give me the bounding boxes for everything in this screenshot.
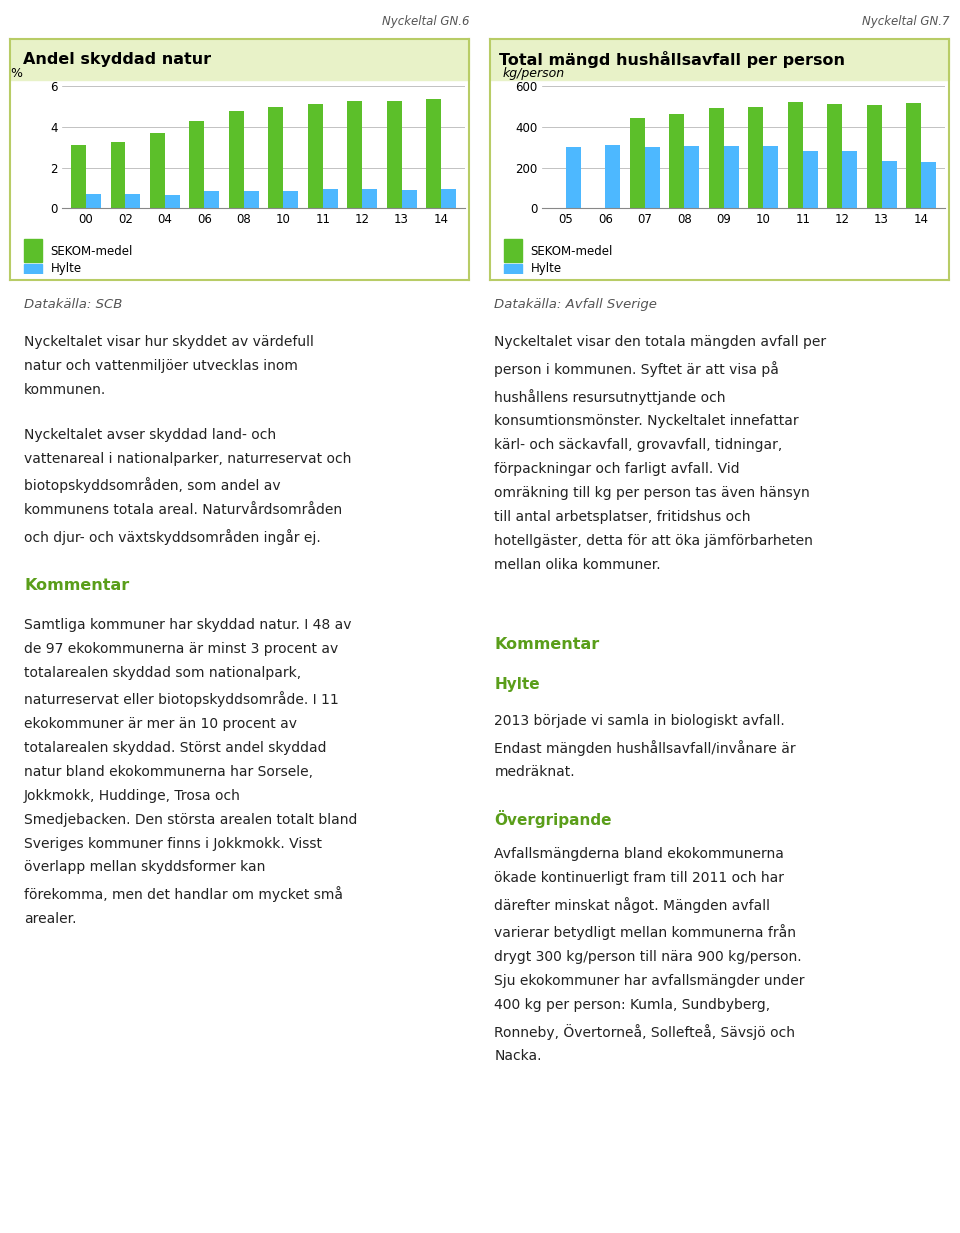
Bar (268, 107, 283, 208)
Text: 2013 började vi samla in biologiskt avfall.
Endast mängden hushållsavfall/invåna: 2013 började vi samla in biologiskt avfa… (494, 714, 796, 779)
Bar (441, 189, 456, 208)
Bar (323, 189, 338, 208)
Text: Datakälla: Avfall Sverige: Datakälla: Avfall Sverige (494, 298, 658, 312)
Bar (308, 104, 323, 208)
Text: Hylte: Hylte (531, 263, 562, 275)
Text: Nyckeltal GN.6: Nyckeltal GN.6 (382, 15, 469, 28)
Bar (748, 107, 763, 208)
Bar (684, 147, 699, 208)
Bar (724, 147, 739, 208)
Bar (645, 147, 660, 208)
Bar (283, 191, 299, 208)
Text: Övergripande: Övergripande (494, 810, 612, 829)
Bar (606, 145, 620, 208)
Bar (362, 189, 377, 208)
Bar (708, 107, 724, 208)
Text: Andel skyddad natur: Andel skyddad natur (23, 52, 211, 68)
Text: SEKOM-medel: SEKOM-medel (531, 245, 613, 258)
Bar (803, 152, 818, 208)
Bar (504, 264, 521, 274)
Bar (126, 194, 140, 208)
Text: Nyckeltalet avser skyddad land- och
vattenareal i nationalparker, naturreservat : Nyckeltalet avser skyddad land- och vatt… (24, 428, 351, 545)
Bar (490, 39, 949, 80)
Text: Hylte: Hylte (494, 677, 540, 692)
Bar (348, 101, 362, 208)
Bar (86, 194, 101, 208)
Bar (881, 160, 897, 208)
Bar (921, 162, 936, 208)
Bar (842, 152, 857, 208)
Bar (189, 121, 204, 208)
Text: SEKOM-medel: SEKOM-medel (51, 245, 133, 258)
Bar (630, 118, 645, 208)
Bar (763, 147, 779, 208)
Bar (566, 147, 581, 208)
Bar (150, 133, 165, 208)
Bar (24, 264, 41, 274)
Text: Samtliga kommuner har skyddad natur. I 48 av
de 97 ekokommunerna är minst 3 proc: Samtliga kommuner har skyddad natur. I 4… (24, 618, 357, 926)
Text: Nyckeltalet visar hur skyddet av värdefull
natur och vattenmiljöer utvecklas ino: Nyckeltalet visar hur skyddet av värdefu… (24, 335, 314, 397)
Bar (204, 191, 219, 208)
Bar (669, 113, 684, 208)
Text: Kommentar: Kommentar (494, 637, 600, 652)
Text: Nyckeltalet visar den totala mängden avfall per
person i kommunen. Syftet är att: Nyckeltalet visar den totala mängden avf… (494, 335, 827, 572)
Text: Datakälla: SCB: Datakälla: SCB (24, 298, 122, 312)
Bar (504, 239, 521, 261)
Bar (788, 101, 803, 208)
Bar (165, 195, 180, 208)
Bar (10, 39, 469, 80)
Bar (110, 142, 126, 208)
Bar (426, 99, 441, 208)
Bar (228, 111, 244, 208)
Bar (387, 101, 401, 208)
Text: %: % (11, 68, 22, 80)
Bar (867, 105, 881, 208)
Text: Nyckeltal GN.7: Nyckeltal GN.7 (862, 15, 949, 28)
Bar (828, 104, 842, 208)
Bar (24, 239, 41, 261)
Bar (906, 102, 921, 208)
Text: Total mängd hushållsavfall per person: Total mängd hushållsavfall per person (499, 52, 845, 68)
Bar (71, 145, 86, 208)
Text: Kommentar: Kommentar (24, 578, 130, 593)
Bar (244, 191, 259, 208)
Text: kg/person: kg/person (502, 68, 564, 80)
Bar (401, 190, 417, 208)
Text: Avfallsmängderna bland ekokommunerna
ökade kontinuerligt fram till 2011 och har
: Avfallsmängderna bland ekokommunerna öka… (494, 847, 804, 1063)
Text: Hylte: Hylte (51, 263, 82, 275)
